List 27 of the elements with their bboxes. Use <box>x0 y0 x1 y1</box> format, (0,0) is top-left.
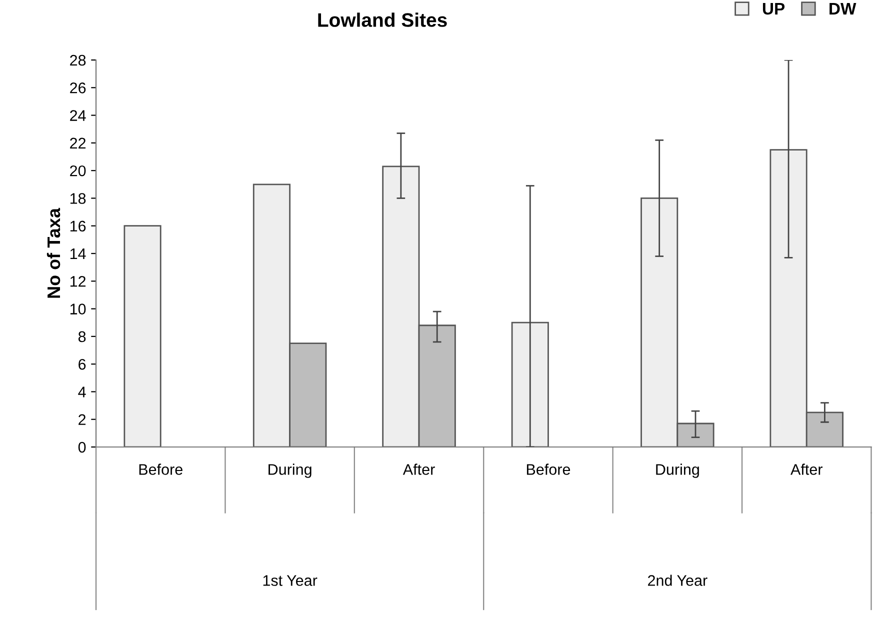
x-tick-label: Before <box>139 464 182 475</box>
x-tick-label: During <box>656 464 699 478</box>
y-tick-label: 22 <box>70 138 86 148</box>
x-tick-label: After <box>790 464 822 475</box>
legend-label: DW <box>830 2 856 14</box>
y-tick-label: 18 <box>70 193 86 204</box>
y-tick-label: 28 <box>70 54 86 66</box>
text: 1st Year <box>263 575 318 586</box>
y-tick-label: 10 <box>70 304 86 314</box>
x-tick-label: After <box>402 464 435 475</box>
y-tick-label: 12 <box>70 276 86 287</box>
y-tick-label: 6 <box>78 358 86 370</box>
legend-label: UP <box>762 2 785 15</box>
y-tick-label: 24 <box>70 110 86 121</box>
y-tick-label: 8 <box>78 331 86 342</box>
x-tick-label: Before <box>526 464 570 475</box>
y-tick-label: 26 <box>70 82 86 94</box>
y-axis-title: No of Taxa <box>46 208 60 298</box>
y-tick-label: 4 <box>78 386 86 398</box>
y-tick-label: 16 <box>70 220 86 232</box>
text: 2nd Year <box>648 574 708 586</box>
y-tick-label: 20 <box>70 165 86 176</box>
y-tick-label: 2 <box>78 414 86 425</box>
y-tick-label: 0 <box>78 442 86 453</box>
y-tick-label: 14 <box>70 248 86 260</box>
chart-title: Lowland Sites <box>318 12 447 27</box>
x-tick-label: During <box>268 464 312 478</box>
